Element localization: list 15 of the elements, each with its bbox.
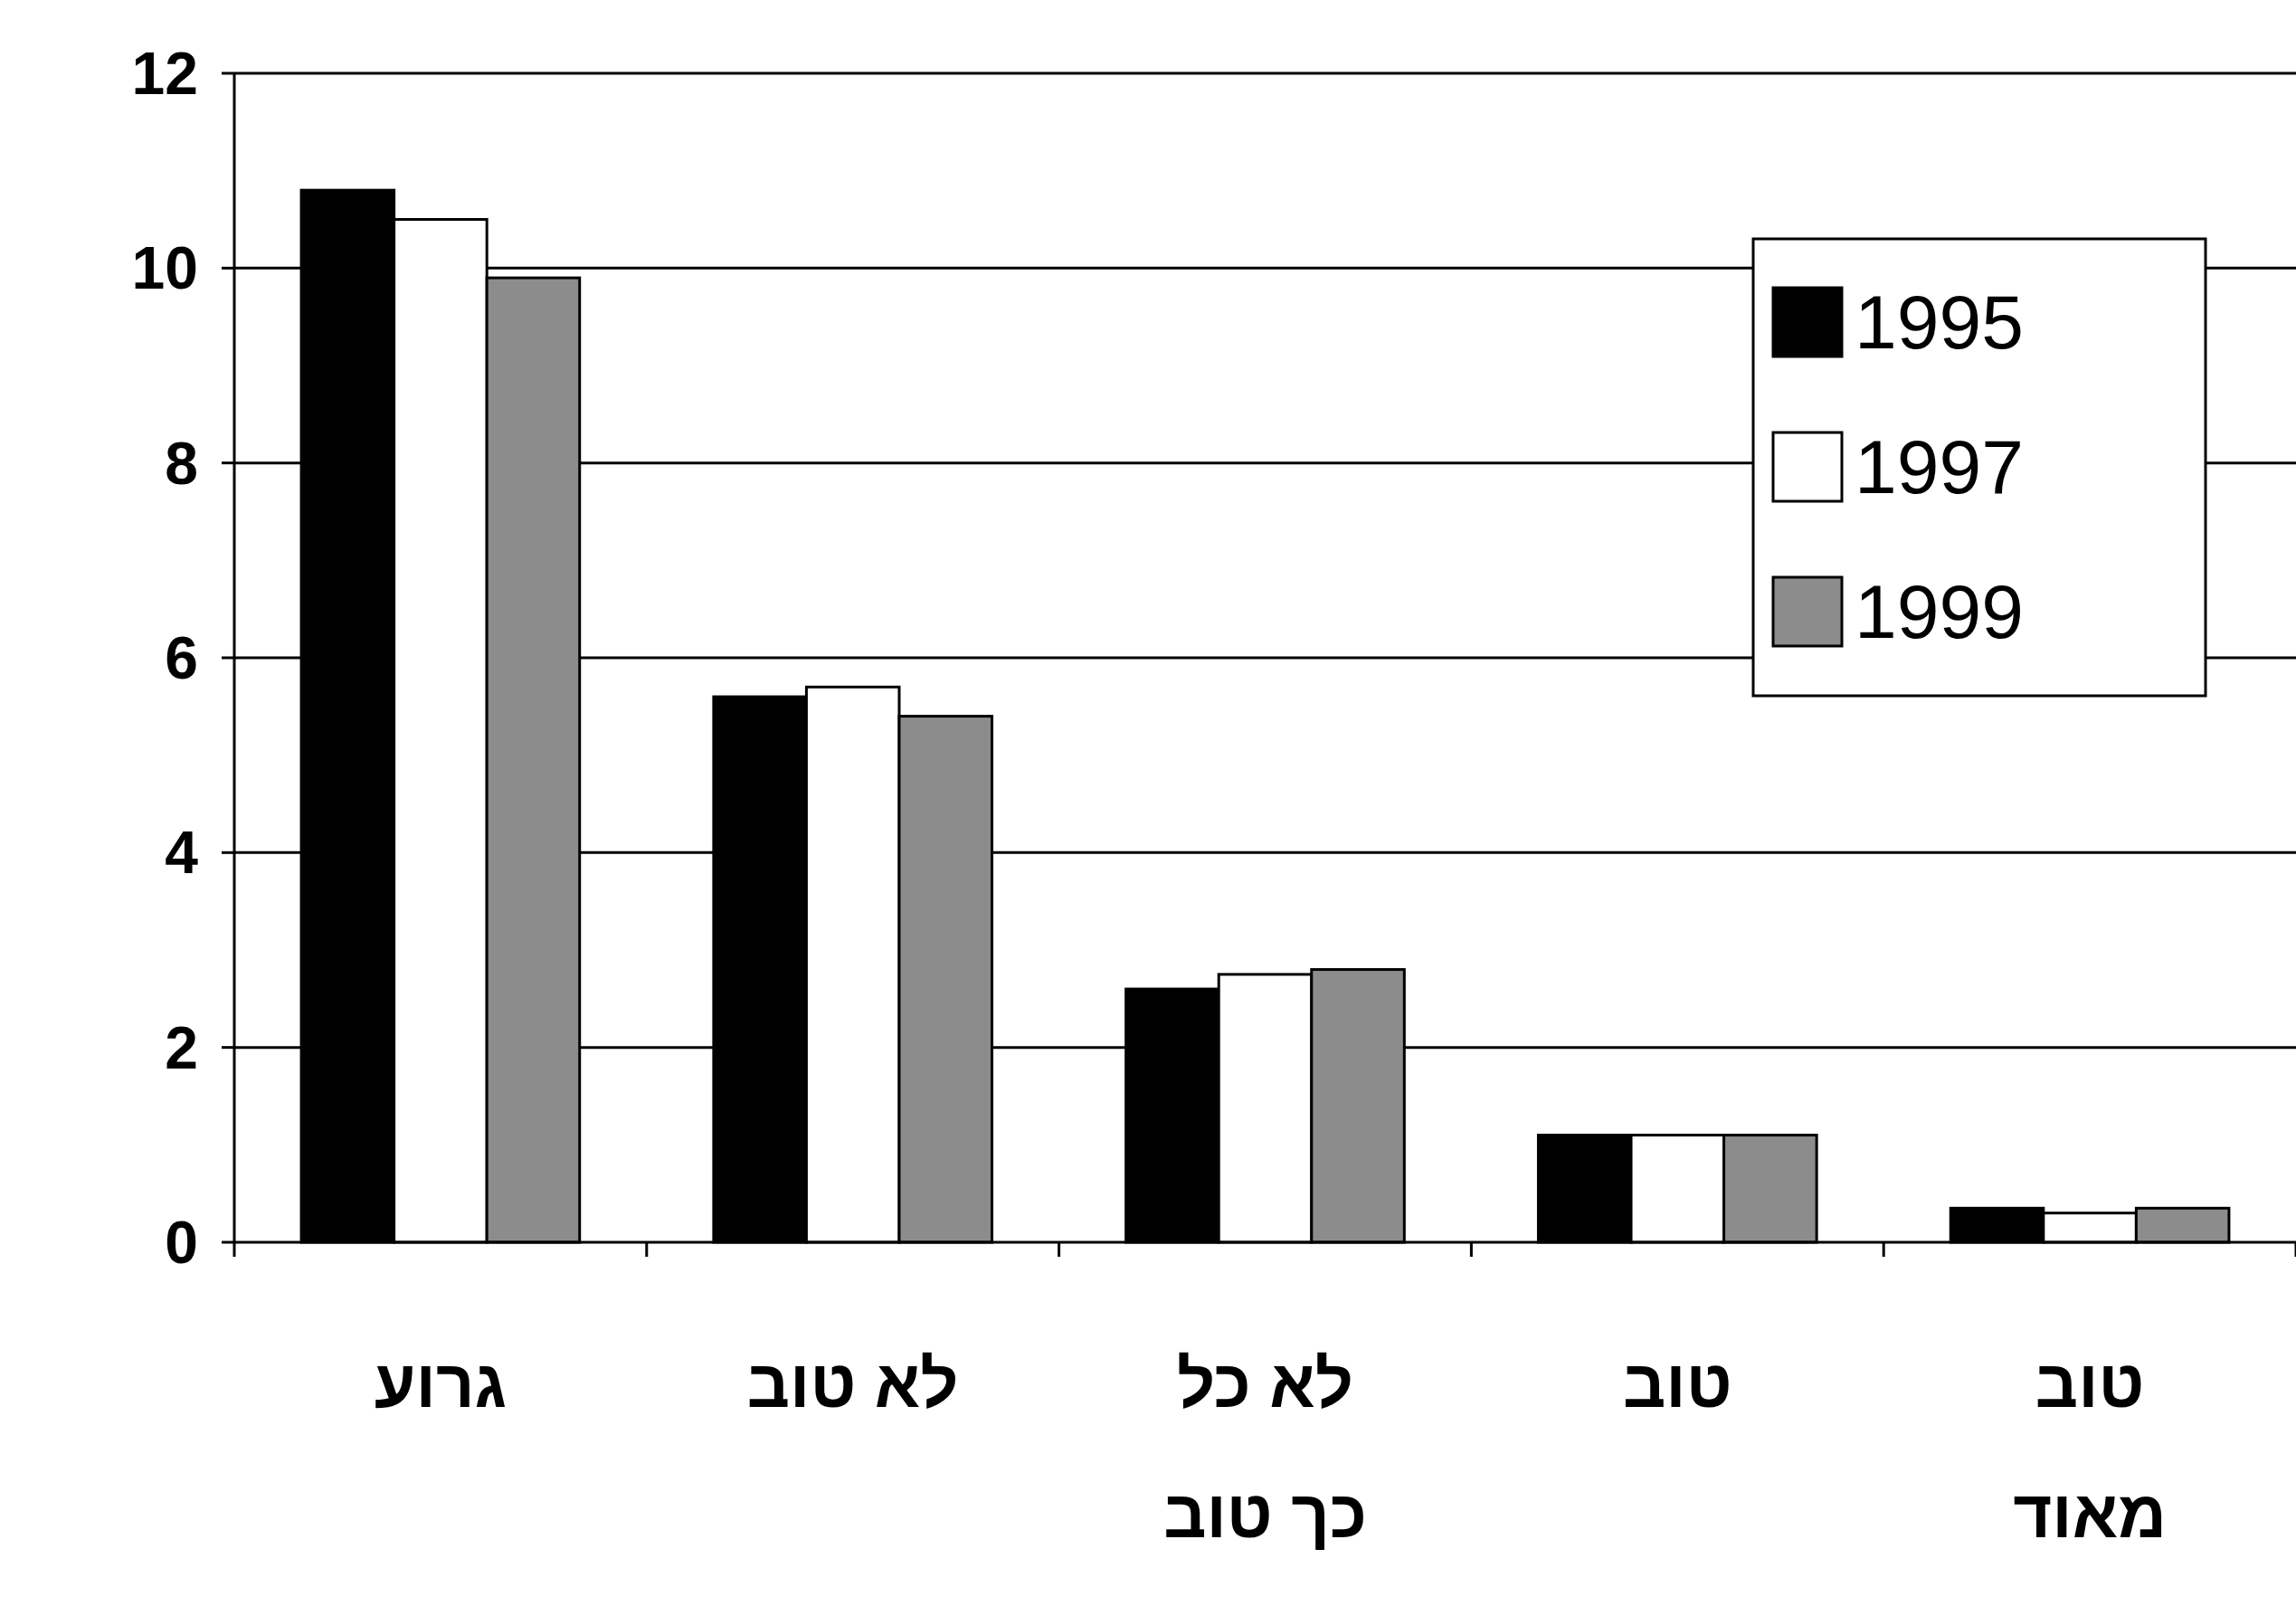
- legend-label: 1999: [1855, 569, 2024, 654]
- y-tick-label: 4: [165, 819, 199, 887]
- x-tick-label: לא כל כך טוב: [1163, 1346, 1367, 1553]
- y-tick-label: 2: [165, 1013, 198, 1081]
- x-tick-label: טוב: [1622, 1346, 1732, 1421]
- y-tick-label: 0: [165, 1209, 198, 1276]
- x-tick-label: טוב מאוד: [2013, 1346, 2167, 1553]
- y-tick-label: 8: [165, 429, 198, 497]
- x-tick-label: לא טוב: [746, 1346, 959, 1421]
- y-tick-label: 10: [131, 234, 198, 302]
- legend-label: 1997: [1855, 424, 2024, 509]
- x-tick-label: גרוע: [374, 1346, 507, 1421]
- y-tick-label: 12: [131, 40, 198, 107]
- y-tick-label: 6: [165, 624, 198, 691]
- legend-label: 1995: [1855, 280, 2024, 365]
